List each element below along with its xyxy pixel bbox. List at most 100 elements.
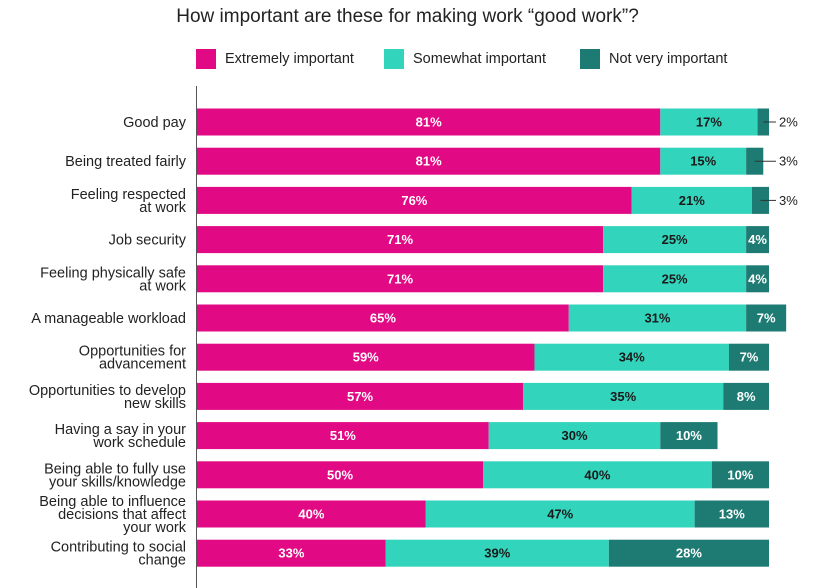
category-label: Being treated fairly — [65, 154, 187, 170]
bar-segment — [197, 186, 632, 214]
data-label: 3% — [779, 193, 798, 208]
bar-segment — [660, 422, 718, 450]
data-label: 59% — [353, 350, 379, 365]
bar-segment — [197, 108, 661, 136]
data-label: 65% — [370, 311, 396, 326]
bar-segment — [660, 147, 747, 175]
data-label: 4% — [748, 232, 767, 247]
data-label: 10% — [676, 428, 702, 443]
data-label: 40% — [298, 507, 324, 522]
category-label: at work — [139, 278, 186, 294]
category-label: Contributing to social — [51, 540, 186, 556]
data-label: 15% — [690, 154, 716, 169]
bar-segment — [488, 422, 661, 450]
legend-item-not-very: Not very important — [580, 48, 727, 70]
legend-label-extremely: Extremely important — [225, 51, 354, 67]
bar-segment — [746, 265, 769, 293]
bar-segment — [385, 539, 609, 567]
data-label: 31% — [644, 311, 670, 326]
category-label: Feeling physically safe — [40, 265, 186, 281]
bar-segment — [631, 186, 752, 214]
legend-swatch-somewhat — [384, 49, 404, 69]
category-label: decisions that affect — [58, 507, 186, 523]
legend-swatch-not-very — [580, 49, 600, 69]
bar-segment — [711, 461, 769, 489]
bar-segment — [603, 226, 747, 254]
category-label: work schedule — [92, 435, 186, 451]
legend-swatch-extremely — [196, 49, 216, 69]
category-label: at work — [139, 200, 186, 216]
bar-segment — [568, 304, 747, 332]
category-label: your work — [123, 520, 187, 536]
data-label: 39% — [484, 546, 510, 561]
bar-segment — [746, 304, 787, 332]
data-label: 34% — [619, 350, 645, 365]
data-label: 10% — [727, 467, 753, 482]
data-label: 81% — [416, 154, 442, 169]
data-label: 13% — [719, 507, 745, 522]
bar-segment — [197, 304, 569, 332]
data-label: 50% — [327, 467, 353, 482]
bar-segment — [197, 539, 386, 567]
bar-segment — [523, 382, 724, 410]
category-label: change — [138, 553, 186, 569]
legend-label-not-very: Not very important — [609, 51, 728, 67]
bar-segment — [608, 539, 769, 567]
category-label: Job security — [109, 233, 187, 249]
bar-segment — [723, 382, 769, 410]
legend-item-somewhat: Somewhat important — [384, 48, 546, 70]
bar-segment — [197, 343, 535, 371]
category-label: your skills/knowledge — [49, 474, 186, 490]
data-label: 28% — [676, 546, 702, 561]
bar-segment — [534, 343, 729, 371]
data-label: 7% — [757, 311, 776, 326]
bar-segment — [425, 500, 695, 528]
bar-segment — [197, 500, 426, 528]
data-label: 25% — [662, 232, 688, 247]
data-label: 40% — [584, 467, 610, 482]
bar-segment — [660, 108, 758, 136]
data-label: 25% — [662, 271, 688, 286]
chart-title: How important are these for making work … — [176, 6, 639, 27]
data-label: 57% — [347, 389, 373, 404]
data-label: 7% — [740, 350, 759, 365]
category-label: Having a say in your — [55, 422, 187, 438]
data-label: 47% — [547, 507, 573, 522]
data-label: 81% — [416, 115, 442, 130]
category-label: new skills — [124, 396, 186, 412]
data-label: 71% — [387, 232, 413, 247]
data-label: 71% — [387, 271, 413, 286]
data-label: 2% — [779, 115, 798, 130]
bar-segment — [694, 500, 769, 528]
category-label: advancement — [99, 357, 186, 373]
category-label: Opportunities to develop — [29, 383, 186, 399]
data-label: 4% — [748, 271, 767, 286]
data-label: 17% — [696, 115, 722, 130]
category-label: Being able to influence — [39, 494, 186, 510]
bar-segment — [197, 382, 524, 410]
data-label: 51% — [330, 428, 356, 443]
category-label: Good pay — [123, 115, 187, 131]
data-label: 21% — [679, 193, 705, 208]
bar-segment — [197, 461, 483, 489]
bar-segment — [197, 147, 661, 175]
category-label: Being able to fully use — [44, 461, 186, 477]
bar-segment — [197, 226, 604, 254]
bar-segment — [197, 265, 604, 293]
legend-item-extremely: Extremely important — [196, 48, 354, 70]
legend-label-somewhat: Somewhat important — [413, 51, 546, 67]
bar-segment — [483, 461, 712, 489]
data-label: 35% — [610, 389, 636, 404]
data-label: 8% — [737, 389, 756, 404]
data-label: 30% — [562, 428, 588, 443]
bar-segment — [746, 226, 769, 254]
bar-segment — [728, 343, 769, 371]
bar-segment — [197, 422, 489, 450]
bar-segment — [746, 147, 764, 175]
category-label: A manageable workload — [31, 311, 186, 327]
category-label: Feeling respected — [71, 187, 186, 203]
data-label: 76% — [401, 193, 427, 208]
category-label: Opportunities for — [79, 344, 186, 360]
bar-segment — [603, 265, 747, 293]
